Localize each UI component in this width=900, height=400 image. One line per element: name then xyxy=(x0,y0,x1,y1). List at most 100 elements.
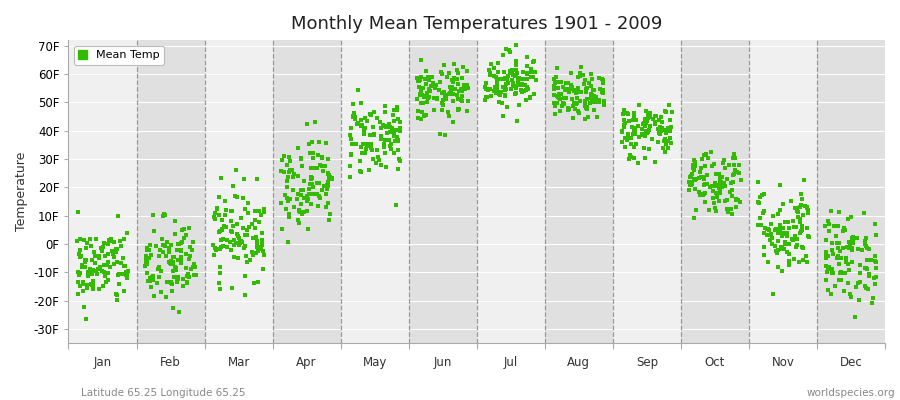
Point xyxy=(413,91,428,98)
Point xyxy=(726,154,741,161)
Point xyxy=(148,243,163,249)
Point xyxy=(637,122,652,129)
Point xyxy=(378,103,392,109)
Point xyxy=(688,158,702,165)
Point xyxy=(503,86,517,92)
Point xyxy=(170,246,184,253)
Point xyxy=(687,167,701,173)
Point xyxy=(490,76,504,82)
Point xyxy=(777,246,791,252)
Point xyxy=(510,118,525,124)
Point xyxy=(845,247,859,253)
Point xyxy=(841,261,855,267)
Point xyxy=(308,119,322,125)
Point xyxy=(225,229,239,235)
Point xyxy=(164,279,178,286)
Point xyxy=(86,282,100,289)
Point xyxy=(303,150,318,156)
Point xyxy=(724,210,739,217)
Point xyxy=(552,91,566,97)
Point xyxy=(392,158,407,164)
Point xyxy=(451,96,465,102)
Point xyxy=(724,187,739,193)
Point xyxy=(96,269,111,276)
Point xyxy=(628,117,643,123)
Point xyxy=(412,76,427,83)
Point xyxy=(845,239,859,245)
Point xyxy=(297,178,311,184)
Point xyxy=(661,124,675,131)
Point xyxy=(498,93,512,100)
Point xyxy=(562,86,577,92)
Point xyxy=(584,90,598,97)
Point xyxy=(501,72,516,79)
Point xyxy=(785,236,799,242)
Point xyxy=(498,75,512,82)
Point xyxy=(447,86,462,92)
Point xyxy=(711,185,725,191)
Point xyxy=(387,150,401,156)
Point xyxy=(161,245,176,252)
Point xyxy=(506,82,520,89)
Point xyxy=(617,107,632,114)
Point xyxy=(788,244,803,250)
Point xyxy=(793,203,807,210)
Bar xyxy=(817,40,885,343)
Point xyxy=(559,80,573,87)
Point xyxy=(699,151,714,158)
Point xyxy=(142,275,157,281)
Point xyxy=(841,216,855,222)
Point xyxy=(642,146,656,152)
Point xyxy=(859,285,873,292)
Point xyxy=(156,249,170,255)
Point xyxy=(220,244,234,251)
Point xyxy=(390,107,404,113)
Point xyxy=(708,183,723,189)
Point xyxy=(631,160,645,166)
Point xyxy=(639,108,653,114)
Point xyxy=(857,210,871,216)
Point xyxy=(794,202,808,209)
Point xyxy=(285,174,300,180)
Point xyxy=(635,126,650,132)
Text: May: May xyxy=(363,356,387,369)
Point xyxy=(248,208,262,214)
Point xyxy=(728,155,742,161)
Point xyxy=(765,291,779,297)
Point xyxy=(166,261,181,267)
Point xyxy=(446,86,461,92)
Point xyxy=(364,141,378,148)
Point xyxy=(215,243,230,249)
Point xyxy=(217,223,231,230)
Point xyxy=(663,135,678,142)
Point xyxy=(760,232,775,238)
Point xyxy=(624,154,638,160)
Point xyxy=(449,67,464,73)
Point xyxy=(104,248,119,254)
Point xyxy=(653,114,668,120)
Point xyxy=(842,238,856,245)
Point xyxy=(375,122,390,128)
Point xyxy=(411,114,426,121)
Point xyxy=(645,136,660,142)
Point xyxy=(723,189,737,195)
Point xyxy=(648,121,662,127)
Point xyxy=(445,77,459,84)
Point xyxy=(842,266,857,273)
Point xyxy=(109,259,123,265)
Point xyxy=(775,201,789,208)
Point xyxy=(414,100,428,106)
Point xyxy=(580,96,594,102)
Point xyxy=(238,176,252,182)
Point xyxy=(450,76,464,82)
Point xyxy=(592,86,607,92)
Point xyxy=(520,63,535,69)
Point xyxy=(369,160,383,166)
Point xyxy=(169,267,184,274)
Point xyxy=(498,85,512,91)
Point xyxy=(281,174,295,181)
Point xyxy=(641,129,655,135)
Point xyxy=(103,264,117,270)
Point xyxy=(435,106,449,113)
Point xyxy=(621,134,635,140)
